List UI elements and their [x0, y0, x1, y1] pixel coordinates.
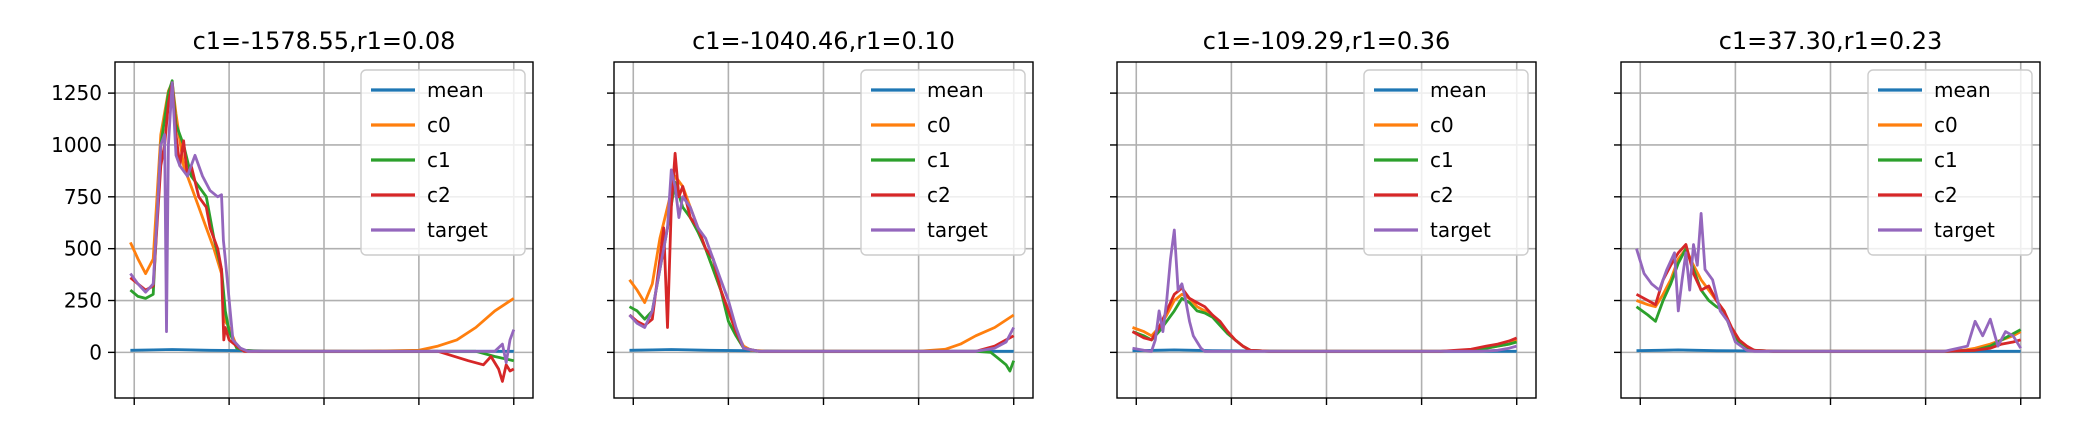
- legend-box: [1867, 69, 2033, 256]
- chart-panel-1: 0 250 500 750 1000 1250 c1=-1578.55,r1=0.08 mea…: [51, 27, 534, 405]
- legend-label-c1: c1: [927, 148, 951, 172]
- series-line-target: [628, 168, 1015, 353]
- series-group: [129, 79, 516, 383]
- y-tick-label: 1250: [51, 81, 102, 105]
- y-tick-label: 750: [64, 185, 102, 209]
- legend-label-c2: c2: [427, 183, 451, 207]
- legend-box: [860, 69, 1026, 256]
- legend-label-c0: c0: [1934, 113, 1958, 137]
- legend-label-c2: c2: [1430, 183, 1454, 207]
- series-line-c2: [129, 81, 515, 383]
- legend-label-mean: mean: [927, 78, 984, 102]
- legend-label-mean: mean: [1934, 78, 1991, 102]
- legend-label-mean: mean: [427, 78, 484, 102]
- legend-label-target: target: [1934, 218, 1995, 242]
- chart-title: c1=-1578.55,r1=0.08: [193, 27, 456, 55]
- series-line-target: [1635, 211, 2022, 353]
- legend-label-c2: c2: [927, 183, 951, 207]
- series-group: [628, 151, 1016, 373]
- chart-panel-4: c1=37.30,r1=0.23 mean c0 c1 c2 target: [1614, 27, 2041, 405]
- series-line-target: [1132, 228, 1518, 353]
- series-line-target: [129, 81, 516, 365]
- y-tick-label: 0: [89, 340, 102, 364]
- chart-title: c1=37.30,r1=0.23: [1719, 27, 1943, 55]
- legend-label-mean: mean: [1430, 78, 1487, 102]
- legend-label-target: target: [927, 218, 988, 242]
- series-group: [1635, 211, 2022, 353]
- chart-title: c1=-1040.46,r1=0.10: [692, 27, 955, 55]
- legend-label-c1: c1: [427, 148, 451, 172]
- chart-title: c1=-109.29,r1=0.36: [1203, 27, 1451, 55]
- legend-label-c0: c0: [427, 113, 451, 137]
- legend-label-target: target: [427, 218, 488, 242]
- legend: mean c0 c1 c2 target: [360, 69, 526, 256]
- legend: mean c0 c1 c2 target: [1867, 69, 2033, 256]
- legend-label-c0: c0: [1430, 113, 1454, 137]
- legend: mean c0 c1 c2 target: [860, 69, 1026, 256]
- legend-label-c1: c1: [1934, 148, 1958, 172]
- series-line-c2: [1635, 243, 2022, 353]
- chart-panel-3: c1=-109.29,r1=0.36 mean c0 c1 c2 target: [1110, 27, 1537, 405]
- legend-label-c0: c0: [927, 113, 951, 137]
- series-group: [1131, 228, 1518, 353]
- legend-box: [360, 69, 526, 256]
- legend-label-c1: c1: [1430, 148, 1454, 172]
- chart-panel-2: c1=-1040.46,r1=0.10 mean c0 c1 c2 target: [607, 27, 1034, 405]
- y-tick-label: 500: [64, 237, 102, 261]
- legend-label-target: target: [1430, 218, 1491, 242]
- legend-box: [1363, 69, 1529, 256]
- legend-label-c2: c2: [1934, 183, 1958, 207]
- y-tick-label: 1000: [51, 133, 102, 157]
- legend: mean c0 c1 c2 target: [1363, 69, 1529, 256]
- y-tick-label: 250: [64, 289, 102, 313]
